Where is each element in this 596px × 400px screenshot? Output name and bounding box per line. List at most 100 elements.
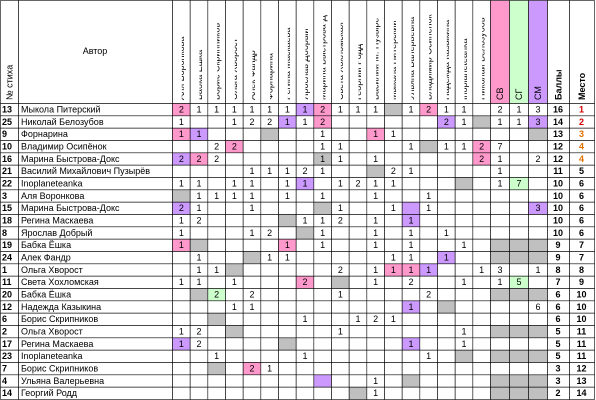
poem-number: 13 [2, 105, 12, 115]
column-header: Владимир Осипёнок [424, 14, 434, 100]
poem-number: 1 [2, 265, 7, 275]
score-cell [172, 386, 191, 400]
score-cell [313, 325, 332, 339]
score-cell [260, 152, 279, 166]
column-header: Форнарина [265, 53, 275, 100]
score-value: 1 [338, 142, 343, 152]
score-value: 2 [408, 277, 413, 287]
score-value: 1 [497, 117, 502, 127]
score-value: 1 [461, 142, 466, 152]
score-cell [189, 300, 209, 314]
score-cell [384, 288, 403, 302]
score-cell [225, 127, 244, 141]
score-value: 1 [408, 142, 413, 152]
header-cell [260, 0, 279, 104]
score-cell [472, 386, 491, 400]
score-cell [225, 374, 244, 388]
score-cell [189, 288, 209, 302]
score-cell [172, 374, 191, 388]
score-cell [242, 386, 262, 400]
score-cell [384, 103, 403, 117]
score-cell [401, 115, 421, 129]
score-cell [419, 140, 438, 154]
score-cell [401, 177, 421, 191]
score-value: 2 [249, 290, 254, 300]
score-value: 2 [426, 105, 431, 115]
score-cell [384, 325, 403, 339]
author-name: Регина Маскаева [21, 216, 93, 226]
score-cell [348, 374, 368, 388]
score-value: 1 [320, 129, 325, 139]
score-cell [207, 164, 226, 178]
score-value: 1 [391, 203, 396, 213]
score-cell [490, 325, 510, 339]
score-value: 1 [232, 277, 237, 287]
score-cell [490, 288, 510, 302]
score-cell [419, 127, 438, 141]
column-header: Регина Маскаева [282, 28, 292, 100]
author-name: Ярослав Добрый [21, 228, 92, 238]
score-cell [189, 349, 209, 363]
score-cell [437, 300, 456, 314]
column-header: Марина Быстрова-Д [318, 15, 328, 100]
poem-number: 17 [2, 339, 12, 349]
score-value: 2 [196, 154, 201, 164]
score-cell [454, 127, 474, 141]
score-cell [225, 349, 244, 363]
score-cell [437, 238, 456, 252]
author-name: Форнарина [21, 129, 68, 139]
score-cell [528, 251, 548, 265]
column-header: Баллы [553, 69, 563, 100]
score-value: 1 [196, 253, 201, 263]
score-cell [172, 349, 191, 363]
author-name: Владимир Осипёнок [21, 142, 107, 152]
place-value: 6 [579, 203, 584, 213]
score-cell [348, 140, 368, 154]
score-value: 1 [320, 240, 325, 250]
score-value: 2 [232, 142, 237, 152]
score-cell [437, 288, 456, 302]
score-value: 1 [444, 228, 449, 238]
score-value: 1 [373, 277, 378, 287]
score-cell [348, 386, 368, 400]
score-value: 1 [320, 191, 325, 201]
header-cell [313, 0, 332, 104]
score-cell [348, 325, 368, 339]
score-cell [348, 300, 368, 314]
score-cell [366, 362, 385, 376]
score-cell [490, 238, 510, 252]
header-cell [331, 0, 350, 104]
score-cell [348, 337, 368, 351]
score-cell [401, 374, 421, 388]
poem-number: 2 [2, 327, 7, 337]
score-value: 7 [516, 179, 521, 189]
score-cell [384, 189, 403, 203]
total-score: 12 [553, 154, 563, 164]
score-cell [437, 201, 456, 215]
score-cell [419, 226, 438, 240]
score-value: 2 [355, 179, 360, 189]
score-cell [454, 288, 474, 302]
author-name: Алек Фандр [21, 253, 71, 263]
score-cell [225, 386, 244, 400]
score-cell [295, 263, 315, 277]
score-cell [454, 226, 474, 240]
score-cell [472, 251, 491, 265]
score-cell [295, 238, 315, 252]
header-cell [242, 0, 262, 104]
header-cell [472, 0, 491, 104]
poem-number: 25 [2, 117, 12, 127]
score-value: 1 [302, 105, 307, 115]
score-cell [295, 201, 315, 215]
score-cell [437, 177, 456, 191]
score-cell [313, 251, 332, 265]
score-cell [295, 189, 315, 203]
score-cell [242, 312, 262, 326]
score-value: 1 [179, 228, 184, 238]
score-value: 1 [214, 351, 219, 361]
score-cell [528, 214, 548, 228]
score-value: 2 [249, 364, 254, 374]
score-cell [384, 386, 403, 400]
score-cell [437, 349, 456, 363]
score-cell [225, 214, 244, 228]
